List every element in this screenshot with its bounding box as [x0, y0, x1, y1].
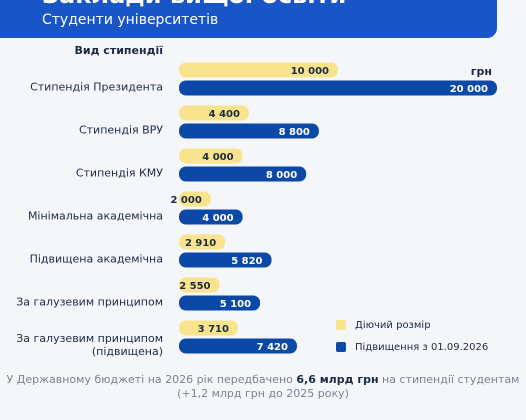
bar	[179, 295, 261, 311]
note-part: на стипендії студентам	[379, 373, 520, 386]
value-label: 5 100	[220, 299, 251, 310]
bar	[179, 277, 220, 293]
category-label: За галузевим принципом	[16, 295, 163, 309]
note-part: У Державному бюджеті на 2026 рік передба…	[7, 373, 297, 386]
value-label: 8 000	[266, 170, 297, 181]
unit-label: грн	[471, 65, 492, 78]
bar	[179, 252, 272, 268]
bar	[179, 123, 319, 139]
legend-swatch	[336, 342, 346, 352]
category-label: Мінімальна академічна	[27, 209, 163, 223]
legend-label: Діючий розмір	[355, 319, 431, 331]
category-label: Стипендія Президента	[30, 80, 163, 94]
value-label: 20 000	[450, 84, 488, 95]
category-label: За галузевим принципом (підвищена)	[16, 332, 163, 358]
value-label: 2 000	[170, 195, 201, 206]
bar	[179, 209, 243, 225]
chart-subtitle: Студенти університетів	[42, 12, 218, 28]
header-box	[0, 0, 497, 38]
legend-label: Підвищення з 01.09.2026	[355, 341, 488, 353]
value-label: 4 000	[202, 213, 233, 224]
bar	[179, 148, 243, 164]
note-part: 6,6 млрд грн	[296, 373, 378, 386]
value-label: 10 000	[291, 66, 329, 77]
bar	[179, 166, 307, 182]
bar	[179, 338, 297, 354]
note: У Державному бюджеті на 2026 рік передба…	[7, 373, 520, 386]
value-label: 2 910	[185, 238, 216, 249]
note: (+1,2 млрд грн до 2025 року)	[177, 387, 349, 400]
bar	[179, 80, 497, 96]
bar	[179, 105, 249, 121]
chart-title: Заклади вищої освіти	[42, 0, 346, 9]
bar	[179, 320, 238, 336]
bar	[179, 62, 338, 78]
value-label: 2 550	[179, 281, 210, 292]
value-label: 7 420	[257, 342, 288, 353]
category-header: Вид стипендії	[75, 44, 164, 57]
category-label: Стипендія ВРУ	[78, 123, 163, 137]
value-label: 3 710	[198, 324, 229, 335]
bar	[179, 191, 211, 207]
value-label: 4 000	[202, 152, 233, 163]
legend-swatch	[336, 320, 346, 330]
value-label: 5 820	[231, 256, 262, 267]
bar	[179, 234, 226, 250]
value-label: 8 800	[279, 127, 310, 138]
value-label: 4 400	[209, 109, 240, 120]
category-label: Стипендія КМУ	[75, 166, 163, 180]
category-label: Підвищена академічна	[29, 252, 163, 266]
